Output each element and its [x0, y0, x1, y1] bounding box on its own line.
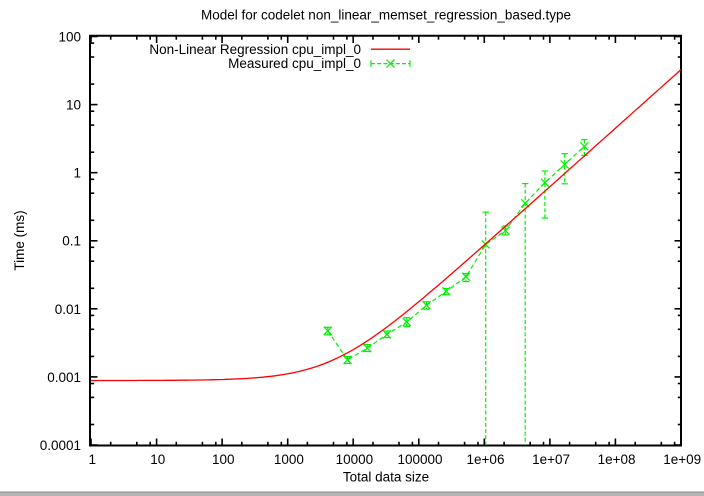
svg-text:1e+06: 1e+06 — [467, 452, 505, 467]
svg-text:1: 1 — [73, 166, 81, 181]
svg-text:0.1: 0.1 — [62, 234, 81, 249]
svg-text:100: 100 — [58, 30, 81, 45]
svg-text:Time (ms): Time (ms) — [12, 210, 27, 270]
svg-text:1000: 1000 — [274, 452, 304, 467]
svg-text:0.001: 0.001 — [47, 370, 81, 385]
svg-text:0.0001: 0.0001 — [40, 438, 81, 453]
svg-text:Measured cpu_impl_0: Measured cpu_impl_0 — [228, 56, 361, 71]
svg-text:1e+07: 1e+07 — [532, 452, 570, 467]
svg-text:100: 100 — [212, 452, 235, 467]
svg-text:10: 10 — [66, 98, 81, 113]
svg-text:Non-Linear Regression cpu_impl: Non-Linear Regression cpu_impl_0 — [149, 42, 361, 57]
svg-text:1: 1 — [88, 452, 96, 467]
svg-text:1e+08: 1e+08 — [598, 452, 636, 467]
svg-text:Model for codelet non_linear_m: Model for codelet non_linear_memset_regr… — [201, 7, 571, 22]
svg-text:Total data size: Total data size — [343, 470, 429, 485]
svg-text:0.01: 0.01 — [55, 302, 81, 317]
svg-text:1e+09: 1e+09 — [663, 452, 701, 467]
svg-text:100000: 100000 — [397, 452, 442, 467]
svg-text:10: 10 — [150, 452, 165, 467]
svg-text:10000: 10000 — [336, 452, 374, 467]
